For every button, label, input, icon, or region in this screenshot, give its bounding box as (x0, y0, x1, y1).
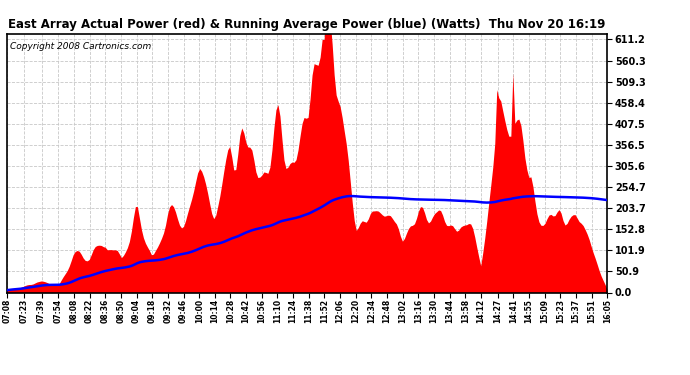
Title: East Array Actual Power (red) & Running Average Power (blue) (Watts)  Thu Nov 20: East Array Actual Power (red) & Running … (8, 18, 606, 31)
Text: Copyright 2008 Cartronics.com: Copyright 2008 Cartronics.com (10, 42, 151, 51)
